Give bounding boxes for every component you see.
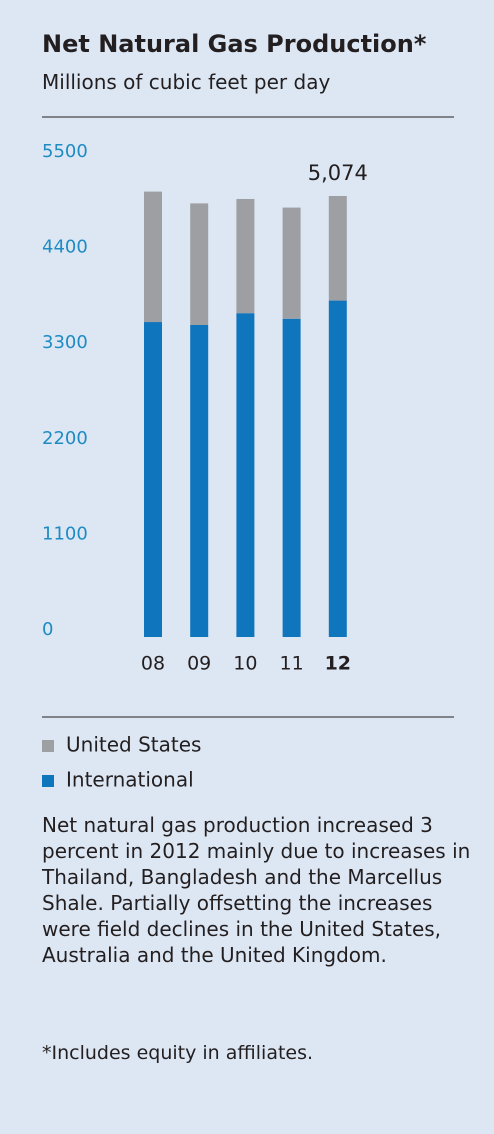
x-tick-label: 09	[187, 653, 211, 675]
y-tick-label: 4400	[42, 237, 88, 258]
y-tick-label: 5500	[42, 141, 88, 162]
x-tick-label: 12	[325, 653, 351, 675]
bar-segment	[190, 203, 209, 325]
chart-title: Net Natural Gas Production*	[42, 30, 427, 58]
bar-segment	[236, 313, 255, 637]
bar-segment	[236, 198, 255, 314]
y-tick-label: 0	[42, 619, 53, 640]
bar-segment	[144, 191, 162, 323]
legend-label: International	[66, 768, 194, 792]
y-tick-label: 1100	[42, 523, 88, 544]
legend-swatch	[42, 740, 54, 752]
y-tick-label: 3300	[42, 332, 88, 353]
x-tick-label: 08	[141, 653, 165, 675]
chart-subtitle: Millions of cubic feet per day	[42, 70, 331, 94]
annotation: 5,074	[308, 161, 368, 185]
bar-segment	[282, 207, 301, 319]
legend-swatch	[42, 775, 54, 787]
note: Net natural gas production increased 3 p…	[42, 813, 471, 967]
bar-segment	[190, 324, 209, 637]
y-tick-label: 2200	[42, 428, 88, 449]
x-tick-label: 10	[233, 653, 257, 675]
x-tick-label: 11	[280, 653, 304, 675]
legend-label: United States	[66, 733, 201, 757]
bar-segment	[328, 196, 347, 301]
bar-segment	[282, 318, 301, 637]
bar-segment	[328, 300, 347, 637]
bar-segment	[144, 322, 162, 637]
footnote: *Includes equity in affiliates.	[42, 1042, 314, 1064]
